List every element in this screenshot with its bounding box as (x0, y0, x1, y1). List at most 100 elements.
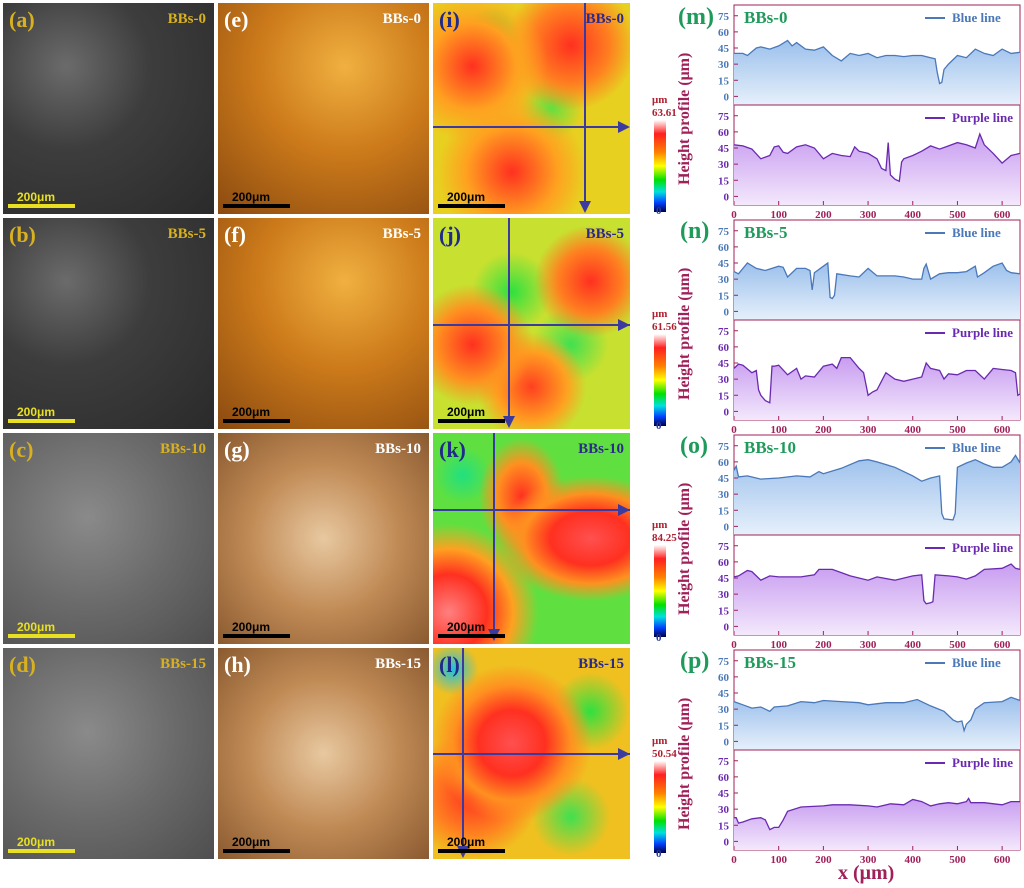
y-tick-label: 60 (718, 27, 730, 39)
y-tick-label: 30 (718, 59, 730, 71)
sample-tag: BBs-10 (160, 441, 206, 457)
scale-bar (8, 634, 75, 638)
x-tick-label: 400 (905, 639, 922, 651)
x-tick-label: 0 (731, 424, 737, 436)
panel-label: (i) (439, 7, 460, 32)
plot-frame (733, 749, 1021, 851)
x-tick-label: 400 (905, 854, 922, 866)
sem-panel-c: (c) BBs-10 200μm (3, 433, 214, 644)
y-tick-label: 75 (718, 441, 730, 453)
sample-tag: BBs-15 (744, 653, 796, 672)
scale-bar-text: 200μm (447, 835, 486, 849)
y-tick-label: 15 (718, 175, 730, 187)
arrow-down-icon (579, 201, 591, 213)
y-tick-label: 15 (718, 605, 730, 617)
panel-label: (h) (224, 652, 251, 677)
y-axis-label: Height profile (μm) (676, 482, 693, 615)
x-tick-label: 300 (860, 209, 877, 221)
height-map-k: (k) BBs-10 200μm (433, 433, 630, 644)
x-tick-label: 300 (860, 639, 877, 651)
profile-panel-label: (o) (680, 433, 708, 459)
height-map-i: (i) BBs-0 200μm (433, 3, 630, 214)
x-axis-label: x (μm) (838, 862, 895, 884)
blue-line-area (734, 455, 1020, 535)
x-tick-label: 200 (815, 424, 832, 436)
y-tick-label: 0 (724, 91, 730, 103)
profile-panel-label: (m) (678, 4, 714, 30)
panel-label: (l) (439, 652, 460, 677)
scale-bar (8, 204, 75, 208)
sample-tag: BBs-0 (744, 8, 787, 27)
scale-bar (223, 849, 290, 853)
scale-bar-text: 200μm (17, 190, 56, 204)
purple-line-series (733, 563, 1021, 605)
legend-label: Blue line (952, 10, 1001, 25)
x-tick-label: 100 (770, 424, 787, 436)
colorbar-min: 0 (656, 420, 662, 432)
y-tick-label: 45 (718, 688, 730, 700)
profile-line-vertical (508, 218, 510, 418)
arrow-right-icon (618, 319, 630, 331)
x-tick-label: 500 (949, 854, 966, 866)
colorbar (654, 120, 666, 212)
y-axis-label: Height profile (μm) (676, 267, 693, 400)
profile-line-horizontal (433, 753, 630, 755)
y-tick-label: 15 (718, 75, 730, 87)
scale-bar-text: 200μm (447, 405, 486, 419)
y-tick-label: 30 (718, 804, 730, 816)
optical-panel-f: (f) BBs-5 200μm (218, 218, 429, 429)
scale-bar (223, 204, 290, 208)
y-tick-label: 15 (718, 820, 730, 832)
y-tick-label: 30 (718, 374, 730, 386)
colorbar-unit: μm (652, 735, 668, 747)
y-tick-label: 30 (718, 489, 730, 501)
colorbar-unit: μm (652, 519, 668, 531)
purple-line-area (734, 357, 1020, 420)
y-tick-label: 30 (718, 589, 730, 601)
x-tick-label: 500 (949, 639, 966, 651)
y-tick-label: 75 (718, 656, 730, 668)
sem-panel-b: (b) BBs-5 200μm (3, 218, 214, 429)
panel-label: (a) (9, 7, 35, 32)
legend-label: Blue line (952, 440, 1001, 455)
colorbar-max: 61.56 (652, 321, 677, 333)
x-tick-label: 200 (815, 854, 832, 866)
y-tick-label: 60 (718, 772, 730, 784)
y-tick-label: 0 (724, 621, 730, 633)
profile-line-horizontal (433, 509, 630, 511)
sample-tag: BBs-0 (585, 11, 624, 27)
y-axis-label: Height profile (μm) (676, 52, 693, 185)
plot-frame (733, 4, 1021, 106)
x-tick-label: 100 (770, 209, 787, 221)
scale-bar-text: 200μm (17, 620, 56, 634)
blue-line-series (733, 454, 1021, 521)
plot-frame (733, 319, 1021, 421)
y-tick-label: 45 (718, 43, 730, 55)
profile-line-horizontal (433, 126, 623, 128)
scale-bar (438, 634, 505, 638)
x-tick-label: 500 (949, 424, 966, 436)
scale-bar (438, 419, 505, 423)
plot-frame (733, 104, 1021, 206)
y-tick-label: 60 (718, 557, 730, 569)
y-tick-label: 15 (718, 505, 730, 517)
scale-bar-text: 200μm (17, 405, 56, 419)
colorbar-max: 50.54 (652, 748, 677, 760)
scale-bar (438, 204, 505, 208)
blue-line-area (734, 697, 1020, 750)
legend-label: Purple line (952, 110, 1013, 125)
y-tick-label: 60 (718, 127, 730, 139)
height-map-j: (j) BBs-5 200μm (433, 218, 630, 429)
y-tick-label: 75 (718, 11, 730, 23)
y-tick-label: 0 (724, 836, 730, 848)
x-tick-label: 0 (731, 854, 737, 866)
y-tick-label: 75 (718, 541, 730, 553)
plot-frame (733, 434, 1021, 536)
scale-bar (438, 849, 505, 853)
sample-tag: BBs-10 (578, 441, 624, 457)
arrow-right-icon (618, 748, 630, 760)
legend-label: Purple line (952, 325, 1013, 340)
panel-label: (g) (224, 437, 250, 462)
blue-line-series (733, 261, 1021, 300)
x-tick-label: 600 (994, 639, 1011, 651)
